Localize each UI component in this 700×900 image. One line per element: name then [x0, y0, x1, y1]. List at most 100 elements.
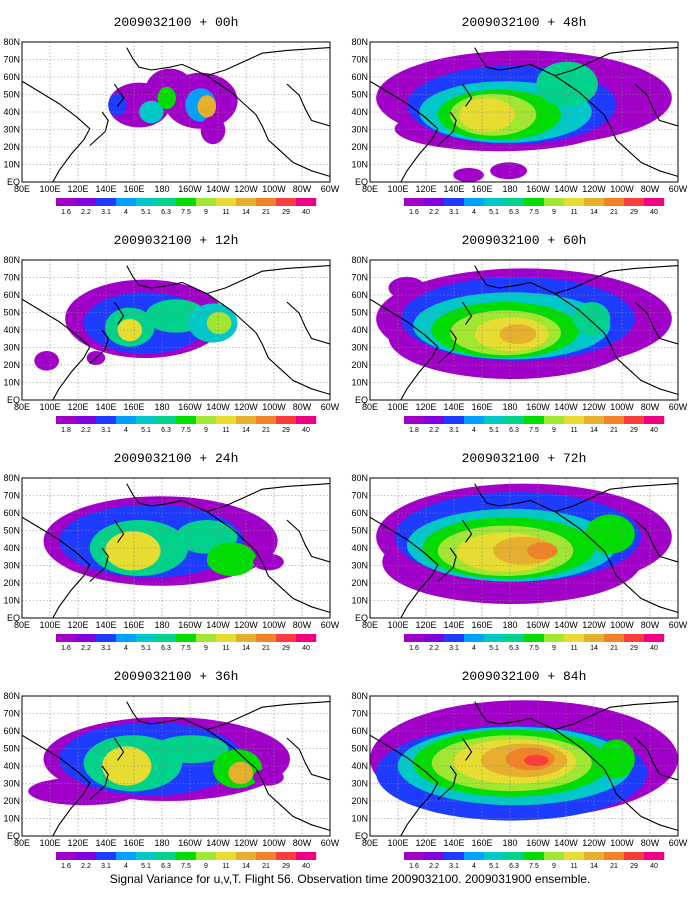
colorbar-label: 4: [124, 863, 128, 870]
colorbar-swatch: [276, 852, 297, 860]
x-tick-label: 120E: [67, 620, 88, 630]
colorbar-swatch: [296, 416, 317, 424]
x-tick-label: 140W: [554, 838, 578, 848]
panel-title: 2009032100 + 00h: [114, 15, 239, 30]
colorbar-label: 3.1: [449, 427, 459, 434]
coastline-segment: [206, 511, 330, 613]
contour-fill: [388, 276, 426, 300]
y-tick-label: 30N: [351, 125, 368, 135]
x-tick-label: 60W: [669, 620, 688, 630]
coastline-segment: [89, 329, 109, 365]
x-tick-label: 140W: [206, 184, 230, 194]
colorbar-label: 3.1: [101, 427, 111, 434]
colorbar-swatch: [584, 198, 605, 206]
colorbar-label: 2.2: [81, 863, 91, 870]
colorbar-swatch: [444, 198, 465, 206]
x-tick-label: 120W: [234, 838, 258, 848]
x-tick-label: 120W: [582, 184, 606, 194]
contour-fill: [253, 768, 284, 786]
x-tick-label: 80E: [362, 402, 378, 412]
colorbar-label: 21: [262, 427, 270, 434]
x-tick-label: 80E: [14, 838, 30, 848]
colorbar-swatch: [176, 852, 197, 860]
panel-title: 2009032100 + 12h: [114, 233, 239, 248]
colorbar-swatch: [464, 198, 485, 206]
colorbar-label: 6.3: [161, 427, 171, 434]
x-tick-label: 60W: [669, 184, 688, 194]
x-tick-label: 120W: [234, 184, 258, 194]
colorbar-swatch: [504, 852, 525, 860]
y-tick-label: 70N: [3, 55, 20, 65]
variance-field: [376, 50, 672, 182]
y-tick-label: 50N: [351, 90, 368, 100]
x-tick-label: 140E: [95, 184, 116, 194]
colorbar-label: 4: [472, 645, 476, 652]
colorbar-swatch: [76, 416, 97, 424]
coastline: [22, 483, 330, 618]
colorbar-label: 21: [610, 427, 618, 434]
x-tick-label: 160W: [526, 620, 550, 630]
coastline-segment: [370, 516, 439, 618]
colorbar-label: 2.2: [429, 645, 439, 652]
coastline-segment: [634, 83, 678, 127]
x-tick-label: 160E: [471, 402, 492, 412]
colorbar-swatch: [484, 852, 505, 860]
x-tick-label: 100E: [387, 620, 408, 630]
x-tick-label: 120E: [415, 402, 436, 412]
colorbar-label: 6.3: [161, 863, 171, 870]
y-tick-label: EQ: [7, 613, 20, 623]
coastline-segment: [286, 519, 330, 563]
colorbar-swatch: [524, 852, 545, 860]
map-panel: 2009032100 + 00h 80E 100E 120E 140E 160E 180 16…: [3, 15, 339, 216]
colorbar-label: 6.3: [509, 863, 519, 870]
colorbar-swatch: [136, 198, 157, 206]
colorbar-label: 11: [570, 427, 577, 434]
colorbar-label: 29: [282, 863, 290, 870]
colorbar-label: 2.2: [429, 863, 439, 870]
contour-fill: [108, 93, 127, 117]
colorbar-label: 3.1: [101, 209, 111, 216]
x-tick-label: 100W: [610, 838, 634, 848]
y-tick-label: 80N: [351, 691, 368, 701]
contour-fill: [102, 746, 152, 786]
colorbar-swatch: [524, 634, 545, 642]
colorbar-swatch: [444, 852, 465, 860]
colorbar-swatch: [76, 852, 97, 860]
coastline-segment: [474, 47, 678, 77]
variance-field: [28, 717, 290, 806]
coastline-segment: [554, 511, 678, 613]
y-tick-label: 50N: [351, 526, 368, 536]
y-tick-label: 60N: [351, 290, 368, 300]
x-tick-label: 100W: [610, 620, 634, 630]
x-tick-label: 140E: [443, 184, 464, 194]
y-tick-label: 10N: [351, 596, 368, 606]
coastline-segment: [22, 298, 91, 400]
x-tick-label: 160W: [526, 184, 550, 194]
y-tick-label: 80N: [3, 473, 20, 483]
colorbar-label: 2.2: [429, 427, 439, 434]
y-tick-label: 60N: [3, 290, 20, 300]
coastline-segment: [634, 737, 678, 781]
colorbar-label: 11: [570, 645, 577, 652]
y-tick-label: EQ: [7, 177, 20, 187]
y-tick-label: 50N: [351, 308, 368, 318]
x-tick-label: 100W: [262, 838, 286, 848]
colorbar-label: 1.6: [61, 863, 71, 870]
y-tick-label: 60N: [3, 508, 20, 518]
colorbar-swatch: [604, 416, 625, 424]
colorbar-swatch: [196, 852, 217, 860]
colorbar-swatch: [524, 416, 545, 424]
x-tick-label: 80W: [293, 620, 312, 630]
x-tick-label: 120E: [415, 184, 436, 194]
colorbar-label: 29: [630, 645, 638, 652]
colorbar-swatch: [156, 198, 177, 206]
colorbar-label: 29: [630, 427, 638, 434]
colorbar-label: 5.1: [489, 209, 499, 216]
x-tick-label: 120E: [67, 838, 88, 848]
x-tick-label: 100E: [39, 402, 60, 412]
x-tick-label: 80W: [293, 838, 312, 848]
map-panel: 2009032100 + 60h 80E 100E 120E 140E 160E 180 16…: [351, 233, 687, 434]
coastline-segment: [461, 737, 473, 761]
colorbar-swatch: [564, 198, 585, 206]
contour-fill: [228, 761, 253, 785]
